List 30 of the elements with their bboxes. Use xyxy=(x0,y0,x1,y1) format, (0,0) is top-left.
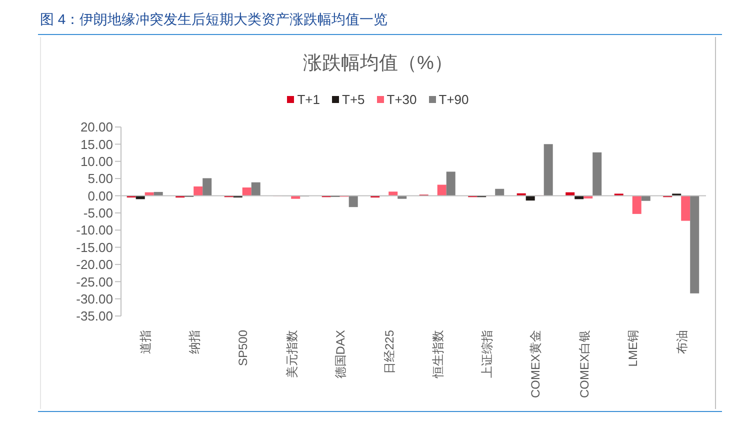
y-tick-label: -35.00 xyxy=(76,308,113,324)
x-tick-label: 道指 xyxy=(138,330,153,354)
x-tick-label: SP500 xyxy=(236,330,250,366)
y-tick-label: 20.00 xyxy=(80,120,113,135)
y-tick-label: 10.00 xyxy=(80,154,113,169)
y-tick-label: 0.00 xyxy=(88,188,113,204)
legend-label: T+30 xyxy=(386,92,417,107)
x-tick-label: COMEX黄金 xyxy=(528,330,543,398)
x-tick-label: 上证综指 xyxy=(480,330,494,378)
y-tick-label: 5.00 xyxy=(88,171,113,186)
x-tick-label: 美元指数 xyxy=(284,330,299,378)
x-tick-label: COMEX白银 xyxy=(577,330,592,398)
x-tick-label: 布油 xyxy=(674,330,689,354)
x-tick-label: LME铜 xyxy=(626,330,640,367)
x-tick-label: 恒生指数 xyxy=(431,330,446,379)
chart-subtitle: 涨跌幅均值（%） xyxy=(302,52,454,76)
y-tick-label: -10.00 xyxy=(76,222,113,238)
y-tick-label: -5.00 xyxy=(83,206,113,221)
legend-label: T+5 xyxy=(342,92,365,107)
x-tick-label: 德国DAX xyxy=(334,330,348,379)
legend-label: T+1 xyxy=(297,92,320,107)
y-tick-label: -25.00 xyxy=(76,274,113,290)
y-tick-label: -15.00 xyxy=(76,240,113,255)
chart-title: 图 4：伊朗地缘冲突发生后短期大类资产涨跌幅均值一览 xyxy=(40,11,388,29)
y-tick-label: 15.00 xyxy=(80,136,113,152)
x-tick-label: 日经225 xyxy=(382,330,396,374)
x-tick-label: 纳指 xyxy=(187,330,202,354)
y-tick-label: -20.00 xyxy=(76,257,113,272)
y-tick-label: -30.00 xyxy=(76,291,113,306)
legend-label: T+90 xyxy=(438,92,469,107)
